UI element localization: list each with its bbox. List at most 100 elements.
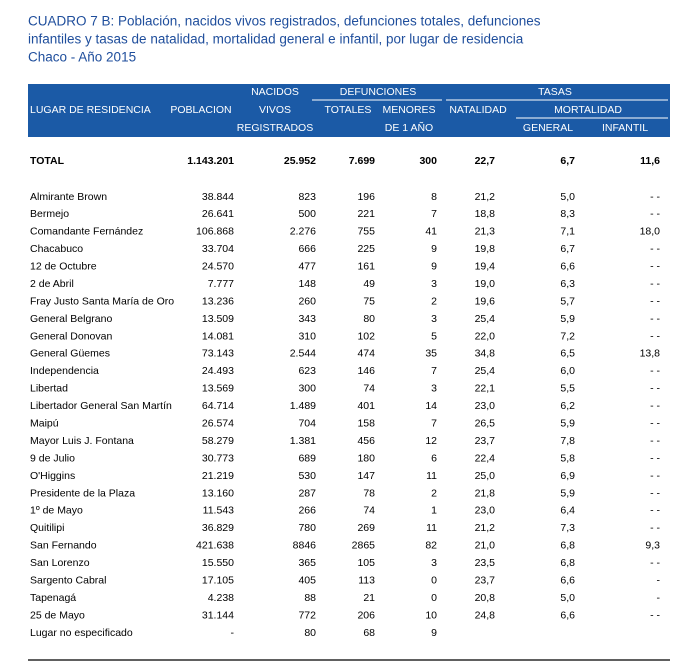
table-cell: 206 xyxy=(357,609,375,621)
table-cell: 2 xyxy=(431,487,437,499)
table-cell: 755 xyxy=(357,226,375,238)
table-cell: 3 xyxy=(431,557,437,569)
header-cell: MENORES xyxy=(382,104,435,116)
table-cell: 74 xyxy=(363,505,375,517)
table-cell: 365 xyxy=(298,557,316,569)
table-cell: 78 xyxy=(363,487,375,499)
table-cell: 26,5 xyxy=(475,418,496,430)
table-cell: 15.550 xyxy=(202,557,234,569)
header-band xyxy=(28,84,670,137)
table-cell: 21 xyxy=(363,592,375,604)
table-cell: 24.493 xyxy=(202,365,234,377)
row-label: Presidente de la Plaza xyxy=(30,487,135,499)
table-cell: - - xyxy=(650,278,660,290)
row-label: Lugar no especificado xyxy=(30,627,133,639)
table-cell: 25,0 xyxy=(475,470,496,482)
table-cell: 9,3 xyxy=(645,540,660,552)
table-cell: 9 xyxy=(431,243,437,255)
table-cell: - - xyxy=(650,243,660,255)
table-cell: 6,6 xyxy=(560,609,575,621)
table-cell: 17.105 xyxy=(202,574,234,586)
table-cell: 7 xyxy=(431,365,437,377)
header-cell: VIVOS xyxy=(259,104,291,116)
title-line: Chaco - Año 2015 xyxy=(28,50,136,65)
table-cell: 7,3 xyxy=(560,522,575,534)
table-cell: 8 xyxy=(431,191,437,203)
header-cell: GENERAL xyxy=(523,122,573,134)
table-cell: 64.714 xyxy=(202,400,234,412)
table-cell: 5,0 xyxy=(560,592,575,604)
table-cell: 6,7 xyxy=(560,155,575,167)
table-cell: 2 xyxy=(431,295,437,307)
table-cell: - xyxy=(657,592,661,604)
table-cell: 14 xyxy=(425,400,437,412)
table-cell: 530 xyxy=(298,470,316,482)
table-cell: 6,8 xyxy=(560,557,575,569)
row-label: General Belgrano xyxy=(30,313,112,325)
table-cell: 7,1 xyxy=(560,226,575,238)
table-cell: 5,8 xyxy=(560,452,575,464)
table-cell: 35 xyxy=(425,348,437,360)
table-cell: - - xyxy=(650,191,660,203)
table-cell: 24.570 xyxy=(202,261,234,273)
table-cell: 6,5 xyxy=(560,348,575,360)
table-cell: 22,1 xyxy=(475,383,496,395)
header-cell: POBLACION xyxy=(170,104,231,116)
table-cell: - - xyxy=(650,452,660,464)
table-cell: 260 xyxy=(298,295,316,307)
table-cell: 106.868 xyxy=(196,226,234,238)
table-cell: 310 xyxy=(298,330,316,342)
row-label: 9 de Julio xyxy=(30,452,75,464)
table-cell: 13.236 xyxy=(202,295,234,307)
row-label: 1º de Mayo xyxy=(30,505,83,517)
table-cell: 18,8 xyxy=(475,208,496,220)
table-cell: 8,3 xyxy=(560,208,575,220)
table-cell: 2.276 xyxy=(290,226,316,238)
table-cell: 147 xyxy=(357,470,375,482)
table-cell: - - xyxy=(650,261,660,273)
table-cell: 38.844 xyxy=(202,191,234,203)
table-cell: 146 xyxy=(357,365,375,377)
row-label: San Lorenzo xyxy=(30,557,90,569)
row-label: 12 de Octubre xyxy=(30,261,97,273)
row-label: Mayor Luis J. Fontana xyxy=(30,435,134,447)
table-cell: 80 xyxy=(304,627,316,639)
table-cell: 623 xyxy=(298,365,316,377)
table-cell: 405 xyxy=(298,574,316,586)
table-cell: 9 xyxy=(431,627,437,639)
table-cell: 1.489 xyxy=(290,400,316,412)
table-cell: - xyxy=(657,574,661,586)
table-cell: 221 xyxy=(357,208,375,220)
row-label: TOTAL xyxy=(30,155,65,167)
row-label: 2 de Abril xyxy=(30,278,74,290)
table-cell: 161 xyxy=(357,261,375,273)
header-cell: NATALIDAD xyxy=(449,104,507,116)
table-cell: 300 xyxy=(419,155,437,167)
row-label: San Fernando xyxy=(30,540,97,552)
row-label: 25 de Mayo xyxy=(30,609,85,621)
header-cell: TOTALES xyxy=(325,104,372,116)
row-label: Independencia xyxy=(30,365,99,377)
row-label: General Donovan xyxy=(30,330,112,342)
table-cell: 2865 xyxy=(352,540,376,552)
table-cell: 58.279 xyxy=(202,435,234,447)
table-cell: 19,0 xyxy=(475,278,496,290)
table-cell: 13.509 xyxy=(202,313,234,325)
table-cell: 4.238 xyxy=(208,592,234,604)
header-cell: DE 1 AÑO xyxy=(385,121,433,134)
table-cell: 5,0 xyxy=(560,191,575,203)
table-cell: 772 xyxy=(298,609,316,621)
table-cell: 3 xyxy=(431,278,437,290)
table-cell: 196 xyxy=(357,191,375,203)
table-cell: 823 xyxy=(298,191,316,203)
table-cell: 10 xyxy=(425,609,437,621)
title-line: CUADRO 7 B: Población, nacidos vivos reg… xyxy=(28,14,541,29)
table-cell: - - xyxy=(650,313,660,325)
table-cell: 6,6 xyxy=(560,261,575,273)
table-cell: 75 xyxy=(363,295,375,307)
table-cell: 33.704 xyxy=(202,243,234,255)
table-cell: 34,8 xyxy=(475,348,496,360)
row-label: Comandante Fernández xyxy=(30,226,143,238)
table-cell: 6,4 xyxy=(560,505,575,517)
table-cell: 82 xyxy=(425,540,437,552)
